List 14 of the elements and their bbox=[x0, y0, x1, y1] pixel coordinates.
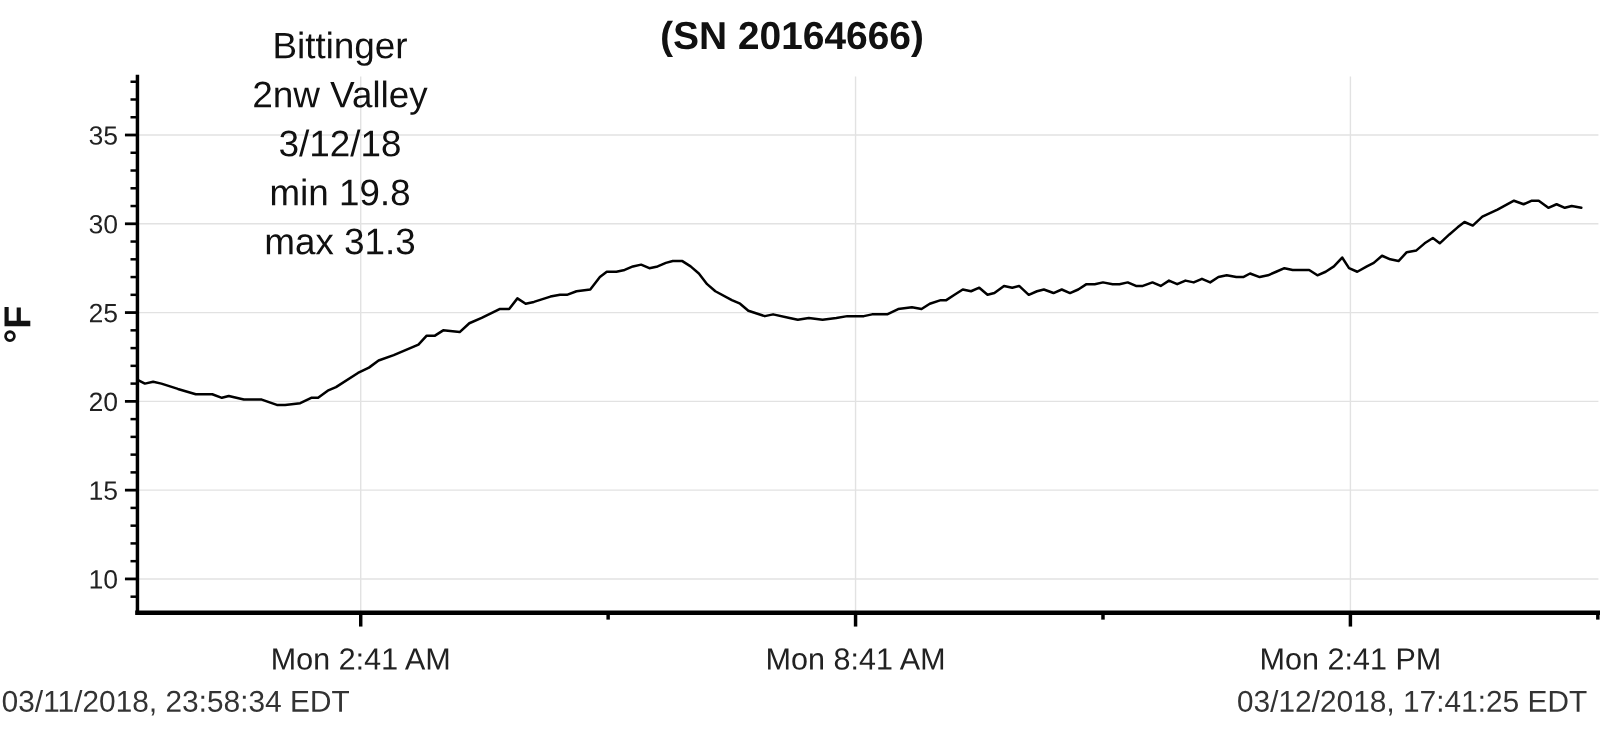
y-axis-title: °F bbox=[4, 307, 31, 342]
x-tick-label: Mon 2:41 PM bbox=[1262, 648, 1439, 670]
x-tick-label: Mon 2:41 AM bbox=[273, 648, 449, 670]
y-tick-label: 30 bbox=[89, 214, 117, 234]
y-tick-label: 10 bbox=[90, 570, 117, 589]
y-tick-label: 35 bbox=[89, 126, 117, 145]
y-tick-label: 20 bbox=[89, 392, 117, 412]
y-tick-label: 15 bbox=[90, 481, 117, 500]
text: 03/11/2018, 23:58:34 EDT bbox=[2, 689, 350, 716]
x-tick-label: Mon 8:41 AM bbox=[768, 648, 944, 670]
annotation: Bittinger 2nw Valley 3/12/18 min 19.8 max 31.3 bbox=[254, 31, 428, 255]
y-tick-label: 25 bbox=[89, 303, 117, 323]
chart-title: (SN 20164666) bbox=[662, 20, 922, 58]
text: 03/12/2018, 17:41:25 EDT bbox=[1238, 689, 1587, 716]
